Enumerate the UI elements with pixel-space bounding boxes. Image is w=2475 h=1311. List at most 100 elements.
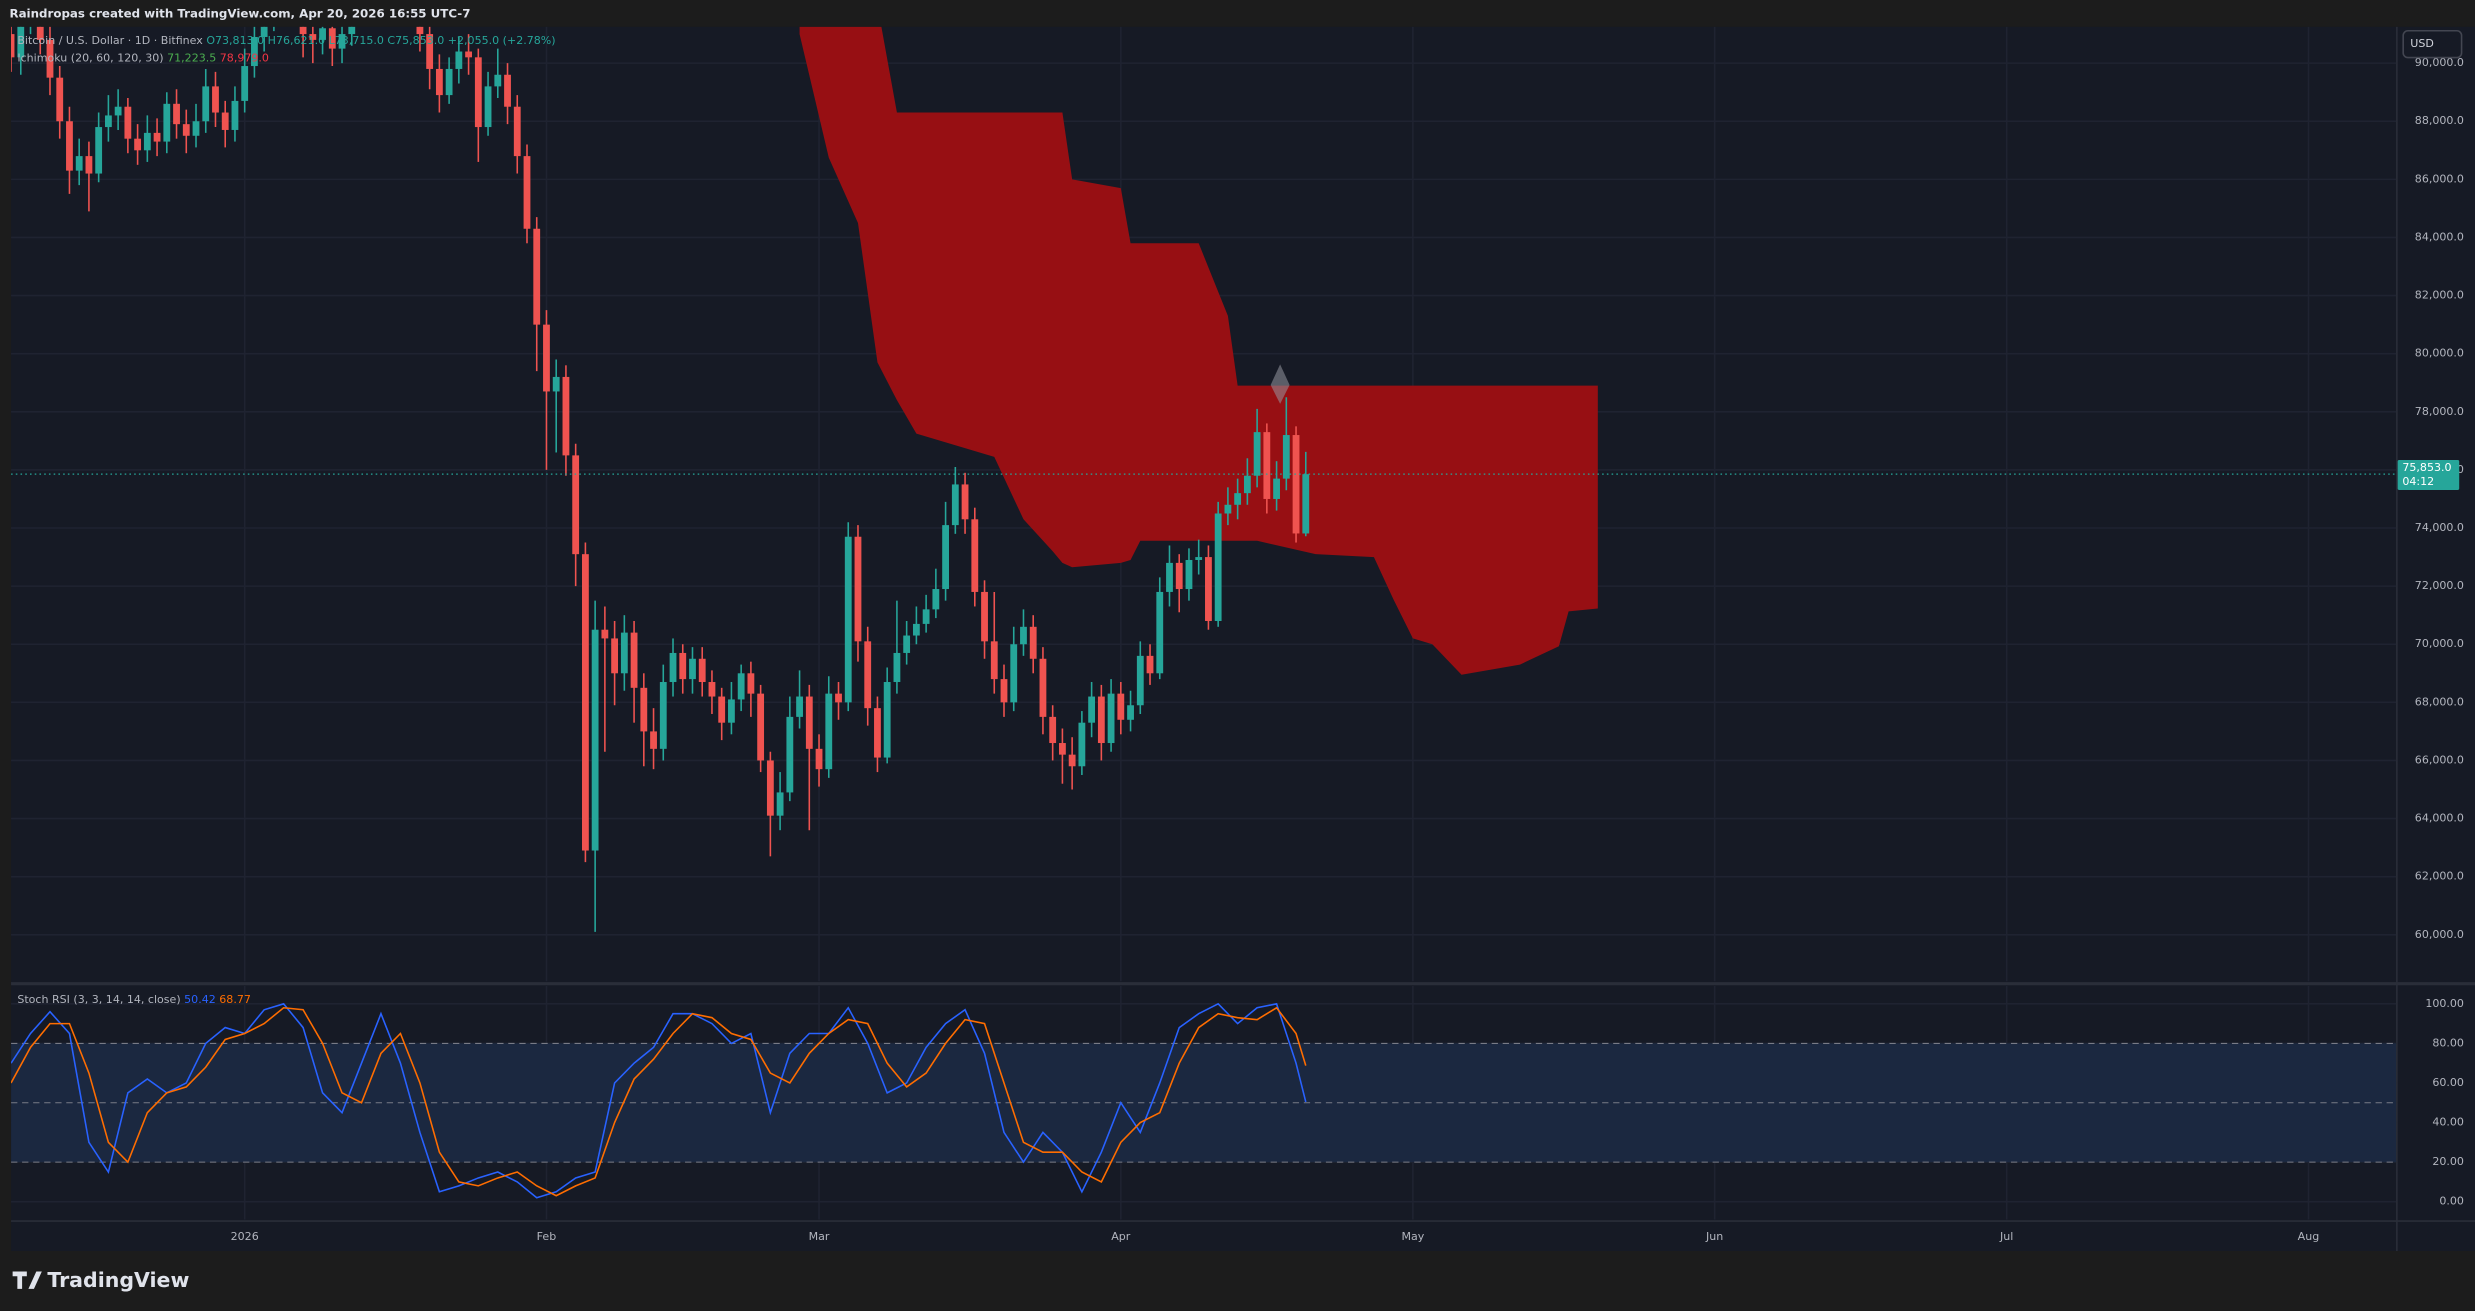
- candle-body: [56, 77, 64, 122]
- quote-high: H76,621.0: [268, 34, 325, 47]
- y-tick-label: 82,000.0: [2415, 289, 2464, 302]
- candle-body: [572, 455, 580, 555]
- candle-body: [416, 26, 424, 35]
- x-tick-label: Jul: [1999, 1230, 2013, 1243]
- candle-body: [728, 699, 735, 723]
- y-tick-label: 84,000.0: [2415, 230, 2464, 243]
- candle-body: [494, 74, 502, 87]
- candle-body: [1127, 705, 1134, 720]
- candle-body: [1302, 474, 1310, 534]
- indicator-value: 71,223.5: [167, 51, 216, 64]
- price-pane: [11, 26, 2397, 932]
- candle-body: [1166, 562, 1173, 592]
- candle-body: [1136, 655, 1144, 706]
- candle-body: [212, 86, 219, 113]
- candle-body: [523, 156, 531, 229]
- candle-body: [883, 682, 891, 758]
- candle-body: [1263, 432, 1271, 499]
- candle-body: [825, 693, 833, 770]
- candle-body: [1068, 754, 1076, 767]
- y-tick-label: 68,000.0: [2415, 695, 2464, 708]
- candle-body: [1156, 591, 1164, 674]
- candle-body: [445, 68, 453, 96]
- last-price-label: 75,853.0: [2402, 461, 2451, 474]
- candle-body: [1205, 557, 1212, 621]
- candle-body: [922, 609, 930, 624]
- candle-body: [951, 484, 959, 526]
- candle-body: [971, 519, 979, 592]
- candle-body: [192, 121, 200, 136]
- currency-button[interactable]: [2402, 29, 2463, 59]
- candle-body: [1010, 644, 1018, 703]
- candle-body: [1214, 513, 1222, 621]
- stoch-line: [11, 1006, 1307, 1197]
- candle-body: [1195, 557, 1203, 560]
- y-tick-label: 80,000.0: [2415, 347, 2464, 360]
- brand-logo: TradingView: [12, 1268, 189, 1292]
- candle-body: [182, 124, 190, 136]
- countdown-label: 04:12: [2402, 475, 2434, 488]
- candle-body: [1059, 743, 1066, 755]
- candle-body: [562, 376, 570, 456]
- candle-body: [669, 652, 677, 683]
- stoch-k-value: 50.42: [184, 993, 216, 1006]
- candle-body: [815, 748, 823, 770]
- candle-body: [1107, 693, 1115, 744]
- candle-body: [737, 673, 745, 700]
- candle-body: [124, 106, 132, 139]
- candle-body: [1020, 626, 1027, 645]
- candle-body: [708, 682, 716, 697]
- y-tick-label: 64,000.0: [2415, 812, 2464, 825]
- candle-body: [299, 26, 307, 35]
- indicator-label: Ichimoku (20, 60, 120, 30): [17, 51, 163, 64]
- candle-body: [85, 156, 93, 174]
- y-tick-label: 40.00: [2432, 1116, 2464, 1129]
- candle-body: [630, 632, 638, 688]
- candle-body: [533, 228, 541, 325]
- y-tick-label: 74,000.0: [2415, 521, 2464, 534]
- stoch-title: Stoch RSI (3, 3, 14, 14, close): [17, 993, 180, 1006]
- y-tick-label: 80.00: [2432, 1036, 2464, 1049]
- candle-body: [591, 629, 599, 851]
- candle-body: [1175, 562, 1183, 590]
- candle-body: [319, 28, 326, 40]
- candle-body: [17, 26, 25, 58]
- y-tick-label: 90,000.0: [2415, 56, 2464, 69]
- candle-body: [426, 34, 434, 69]
- candle-body: [104, 115, 112, 128]
- candle-body: [650, 731, 657, 749]
- candle-body: [942, 525, 949, 590]
- quote-open: O73,813.0: [206, 34, 264, 47]
- candle-body: [835, 693, 842, 703]
- candle-body: [231, 100, 239, 130]
- candle-body: [786, 716, 794, 793]
- candle-body: [640, 687, 648, 732]
- candle-body: [1000, 679, 1008, 703]
- candle-body: [46, 39, 54, 78]
- candle-body: [689, 658, 696, 680]
- y-tick-label: 78,000.0: [2415, 405, 2464, 418]
- x-tick-label: Jun: [1705, 1230, 1723, 1243]
- x-tick-label: May: [1401, 1230, 1424, 1243]
- candle-body: [893, 652, 901, 683]
- candle-body: [1146, 655, 1154, 674]
- candle-body: [757, 693, 765, 761]
- x-tick-label: Apr: [1111, 1230, 1131, 1243]
- candle-body: [1185, 559, 1193, 590]
- brand-name: TradingView: [47, 1268, 189, 1292]
- candle-body: [1292, 435, 1300, 534]
- stoch-pane: [11, 1002, 2397, 1199]
- candle-body: [659, 682, 667, 749]
- y-tick-label: 20.00: [2432, 1155, 2464, 1168]
- candle-body: [698, 658, 706, 683]
- quote-close: C75,853.0: [387, 34, 444, 47]
- y-tick-label: 72,000.0: [2415, 579, 2464, 592]
- candle-body: [1273, 478, 1280, 499]
- quote-low: L73,715.0: [329, 34, 384, 47]
- candle-body: [679, 652, 687, 680]
- candle-body: [601, 629, 609, 639]
- candle-body: [1224, 504, 1232, 514]
- candle-body: [465, 51, 472, 58]
- candle-body: [1243, 475, 1251, 494]
